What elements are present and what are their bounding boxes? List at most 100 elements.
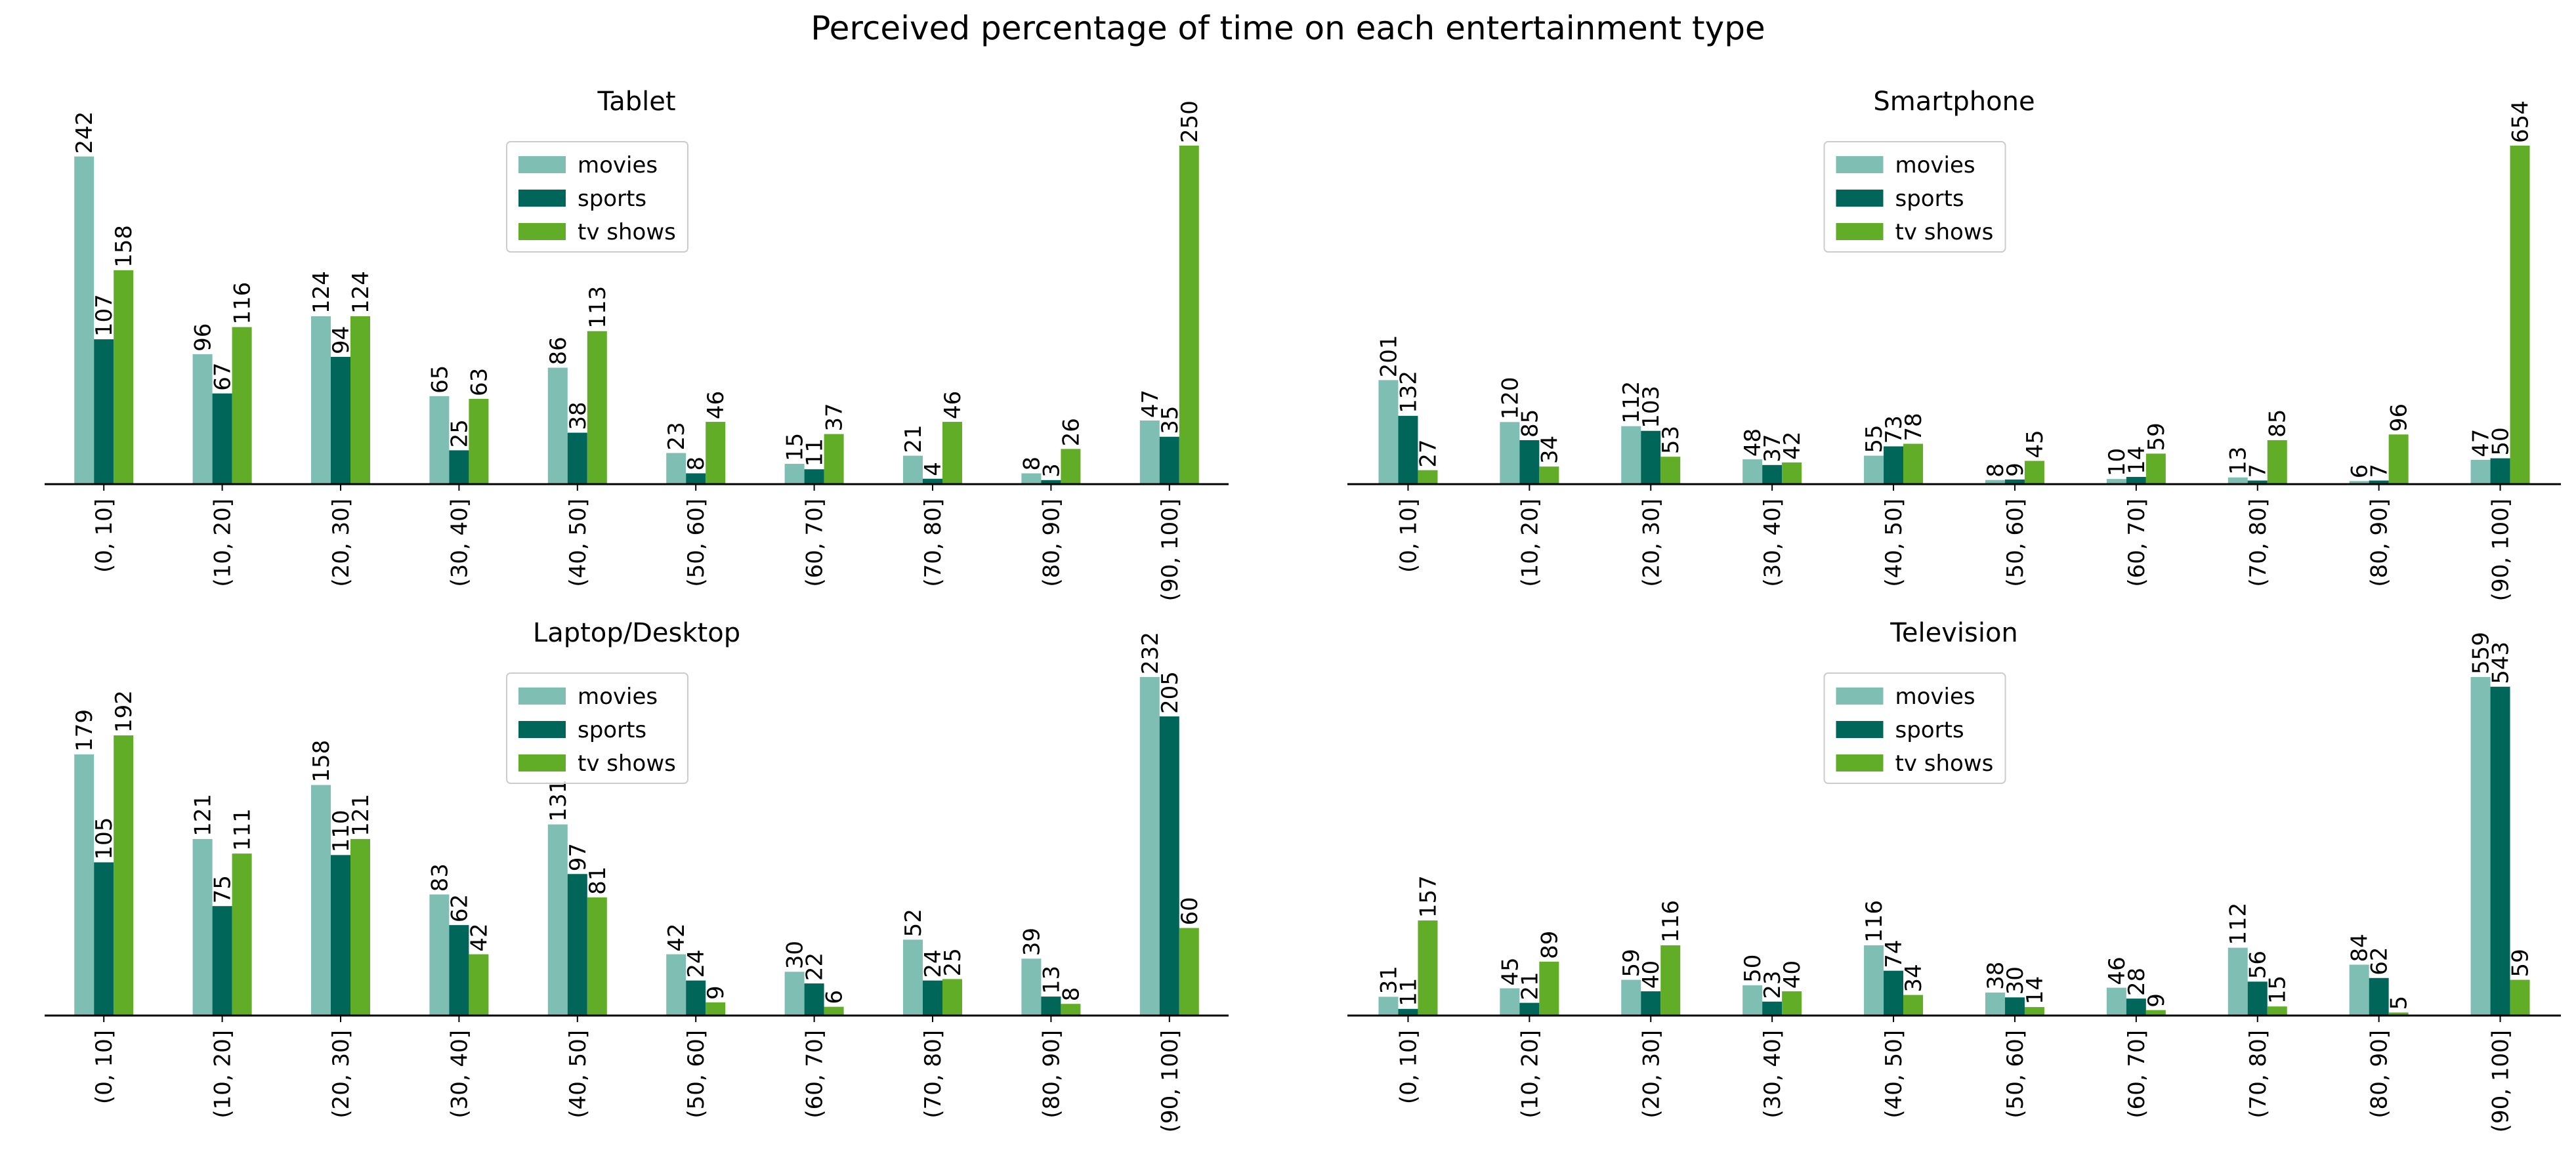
data-label-tv-shows-3: 40 xyxy=(1779,960,1805,989)
legend-swatch-sports xyxy=(518,721,566,738)
bar-movies-7 xyxy=(903,939,923,1016)
bar-movies-8 xyxy=(1021,473,1042,484)
x-tick-label: (40, 50] xyxy=(1881,1030,1907,1119)
bar-sports-5 xyxy=(686,980,706,1016)
x-tick-label: (20, 30] xyxy=(328,1030,354,1119)
legend-label-tv-shows: tv shows xyxy=(578,219,676,245)
x-tick-label: (80, 90] xyxy=(2367,1030,2393,1119)
bar-sports-3 xyxy=(449,925,469,1016)
bar-sports-5 xyxy=(686,473,706,484)
bar-sports-7 xyxy=(2247,981,2268,1016)
bar-tv-shows-7 xyxy=(942,979,962,1016)
legend-label-sports: sports xyxy=(1895,717,1964,743)
legend-swatch-tv-shows xyxy=(1836,754,1884,771)
bar-tv-shows-2 xyxy=(1660,457,1681,484)
data-label-movies-8: 6 xyxy=(2347,464,2373,479)
data-label-tv-shows-2: 53 xyxy=(1658,426,1684,454)
bar-tv-shows-4 xyxy=(587,897,607,1016)
legend-swatch-movies xyxy=(1836,688,1884,705)
bar-movies-9 xyxy=(1139,420,1160,484)
x-tick-label: (10, 20] xyxy=(210,499,236,587)
data-label-movies-5: 42 xyxy=(664,923,690,951)
bar-movies-3 xyxy=(1742,985,1763,1016)
data-label-movies-5: 23 xyxy=(664,422,690,450)
data-label-tv-shows-8: 96 xyxy=(2386,403,2413,432)
bar-tv-shows-7 xyxy=(2267,440,2287,484)
data-label-movies-4: 86 xyxy=(545,337,572,365)
bar-movies-4 xyxy=(1864,455,1884,484)
bar-sports-3 xyxy=(449,450,469,484)
subplot-title: Television xyxy=(1890,618,2018,648)
bar-movies-5 xyxy=(1985,480,2005,484)
bar-tv-shows-8 xyxy=(1061,449,1081,484)
bar-tv-shows-8 xyxy=(2388,434,2409,484)
x-tick-label: (20, 30] xyxy=(1638,499,1664,587)
x-tick-label: (40, 50] xyxy=(1881,499,1907,587)
x-tick-label: (50, 60] xyxy=(683,1030,709,1119)
x-tick-label: (0, 10] xyxy=(1395,499,1422,573)
data-label-movies-5: 38 xyxy=(1983,962,2009,990)
data-label-movies-2: 124 xyxy=(308,271,335,314)
bar-sports-9 xyxy=(1159,436,1179,484)
data-label-sports-8: 3 xyxy=(1038,463,1065,478)
data-label-movies-0: 201 xyxy=(1376,335,1402,378)
x-tick-label: (10, 20] xyxy=(1517,499,1543,587)
data-label-movies-3: 50 xyxy=(1740,955,1766,983)
bar-tv-shows-0 xyxy=(114,735,134,1016)
legend-swatch-sports xyxy=(1836,190,1884,207)
subplot-tablet: Tablet 242 96 124 65 86 23 15 21 8 47 107 67 94 25 38 8 1… xyxy=(45,87,1229,601)
bar-tv-shows-6 xyxy=(2145,453,2166,484)
bar-movies-5 xyxy=(666,453,686,484)
bar-tv-shows-3 xyxy=(469,954,489,1016)
data-label-movies-6: 15 xyxy=(782,433,809,461)
bar-movies-2 xyxy=(311,316,331,484)
bar-tv-shows-1 xyxy=(232,327,252,484)
bar-sports-1 xyxy=(212,906,232,1016)
x-tick-label: (60, 70] xyxy=(802,1030,828,1119)
data-label-movies-3: 65 xyxy=(427,365,453,394)
legend-swatch-movies xyxy=(1836,156,1884,173)
legend: movies sports tv shows xyxy=(1823,672,2006,784)
bar-movies-0 xyxy=(1378,997,1399,1016)
x-tick-label: (90, 100] xyxy=(2488,1030,2514,1132)
data-label-tv-shows-8: 26 xyxy=(1058,418,1084,446)
bar-movies-6 xyxy=(784,972,805,1016)
x-tick-label: (70, 80] xyxy=(920,499,946,587)
data-label-sports-7: 7 xyxy=(2245,464,2271,478)
legend-swatch-tv-shows xyxy=(518,754,566,771)
data-label-tv-shows-2: 124 xyxy=(348,271,374,314)
x-tick-label: (40, 50] xyxy=(565,1030,591,1119)
data-label-movies-5: 8 xyxy=(1983,463,2009,478)
bar-tv-shows-7 xyxy=(942,422,962,484)
x-tick-label: (0, 10] xyxy=(91,1030,117,1104)
bar-sports-6 xyxy=(804,983,824,1016)
bar-movies-3 xyxy=(429,894,450,1016)
bar-movies-2 xyxy=(1621,979,1641,1016)
bar-tv-shows-7 xyxy=(2267,1006,2287,1016)
data-label-movies-0: 31 xyxy=(1376,966,1402,994)
bar-tv-shows-4 xyxy=(1903,995,1924,1016)
legend-label-tv-shows: tv shows xyxy=(1895,219,1994,245)
bar-sports-9 xyxy=(2490,686,2510,1016)
legend-swatch-sports xyxy=(518,190,566,207)
data-label-tv-shows-7: 25 xyxy=(940,948,966,976)
x-tick-label: (90, 100] xyxy=(1157,1030,1183,1132)
bar-movies-4 xyxy=(547,824,568,1016)
data-label-tv-shows-3: 63 xyxy=(466,368,492,396)
legend-swatch-sports xyxy=(1836,721,1884,738)
data-label-tv-shows-1: 89 xyxy=(1536,931,1563,959)
bar-movies-8 xyxy=(1021,958,1042,1016)
bar-movies-4 xyxy=(547,367,568,484)
bar-sports-3 xyxy=(1762,464,1783,484)
data-label-sports-7: 56 xyxy=(2245,951,2271,979)
data-label-sports-3: 37 xyxy=(1760,434,1786,463)
bar-sports-8 xyxy=(2369,480,2389,484)
data-label-sports-7: 24 xyxy=(920,949,946,977)
x-tick-label: (50, 60] xyxy=(683,499,709,587)
legend-label-movies: movies xyxy=(578,684,658,710)
data-label-tv-shows-6: 37 xyxy=(822,403,848,431)
data-label-tv-shows-4: 113 xyxy=(585,286,611,329)
legend: movies sports tv shows xyxy=(506,672,688,784)
data-label-sports-3: 23 xyxy=(1760,971,1786,999)
